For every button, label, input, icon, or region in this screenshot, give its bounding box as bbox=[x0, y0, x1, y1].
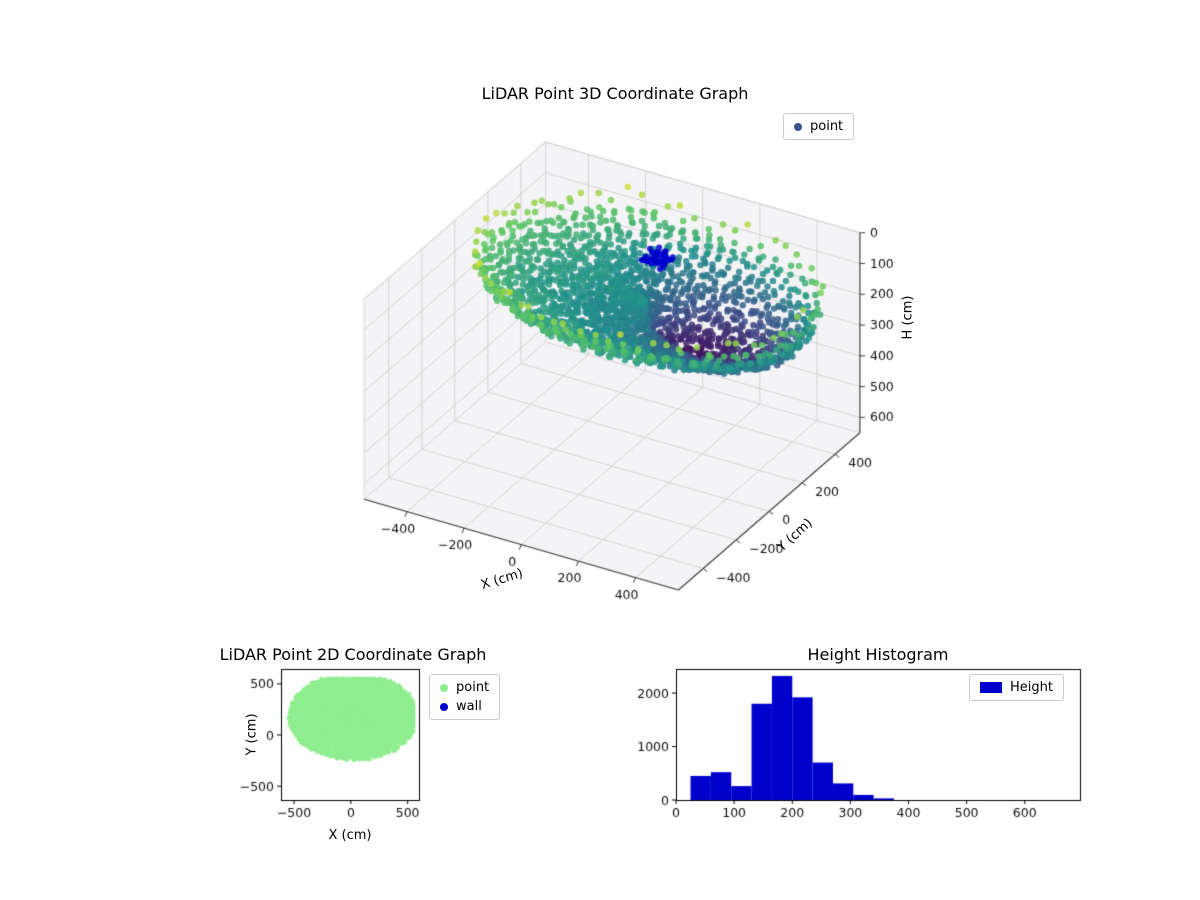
legend-2d-point-row: point bbox=[440, 680, 489, 695]
title-2d-scatter: LiDAR Point 2D Coordinate Graph bbox=[219, 645, 487, 664]
legend-2d-wall-label: wall bbox=[456, 699, 482, 714]
legend-histogram-height-label: Height bbox=[1010, 680, 1053, 695]
height-bar-marker-icon bbox=[980, 682, 1002, 693]
axis-label-x-2d: X (cm) bbox=[328, 828, 372, 843]
legend-2d: point wall bbox=[429, 674, 501, 720]
title-3d-scatter: LiDAR Point 3D Coordinate Graph bbox=[481, 84, 749, 103]
axis-label-y-2d: Y (cm) bbox=[244, 713, 260, 756]
point-marker-icon bbox=[440, 683, 448, 692]
legend-3d-point-label: point bbox=[810, 119, 844, 134]
title-histogram: Height Histogram bbox=[807, 645, 949, 664]
legend-3d-point-row: point bbox=[794, 119, 843, 134]
legend-histogram-height-row: Height bbox=[980, 680, 1053, 695]
axis-label-h-3d: H (cm) bbox=[900, 295, 916, 340]
legend-2d-wall-row: wall bbox=[440, 699, 489, 714]
legend-2d-point-label: point bbox=[456, 680, 490, 695]
legend-histogram: Height bbox=[969, 674, 1064, 701]
wall-marker-icon bbox=[440, 702, 448, 711]
point-marker-icon bbox=[794, 122, 802, 131]
legend-3d: point bbox=[783, 113, 855, 140]
